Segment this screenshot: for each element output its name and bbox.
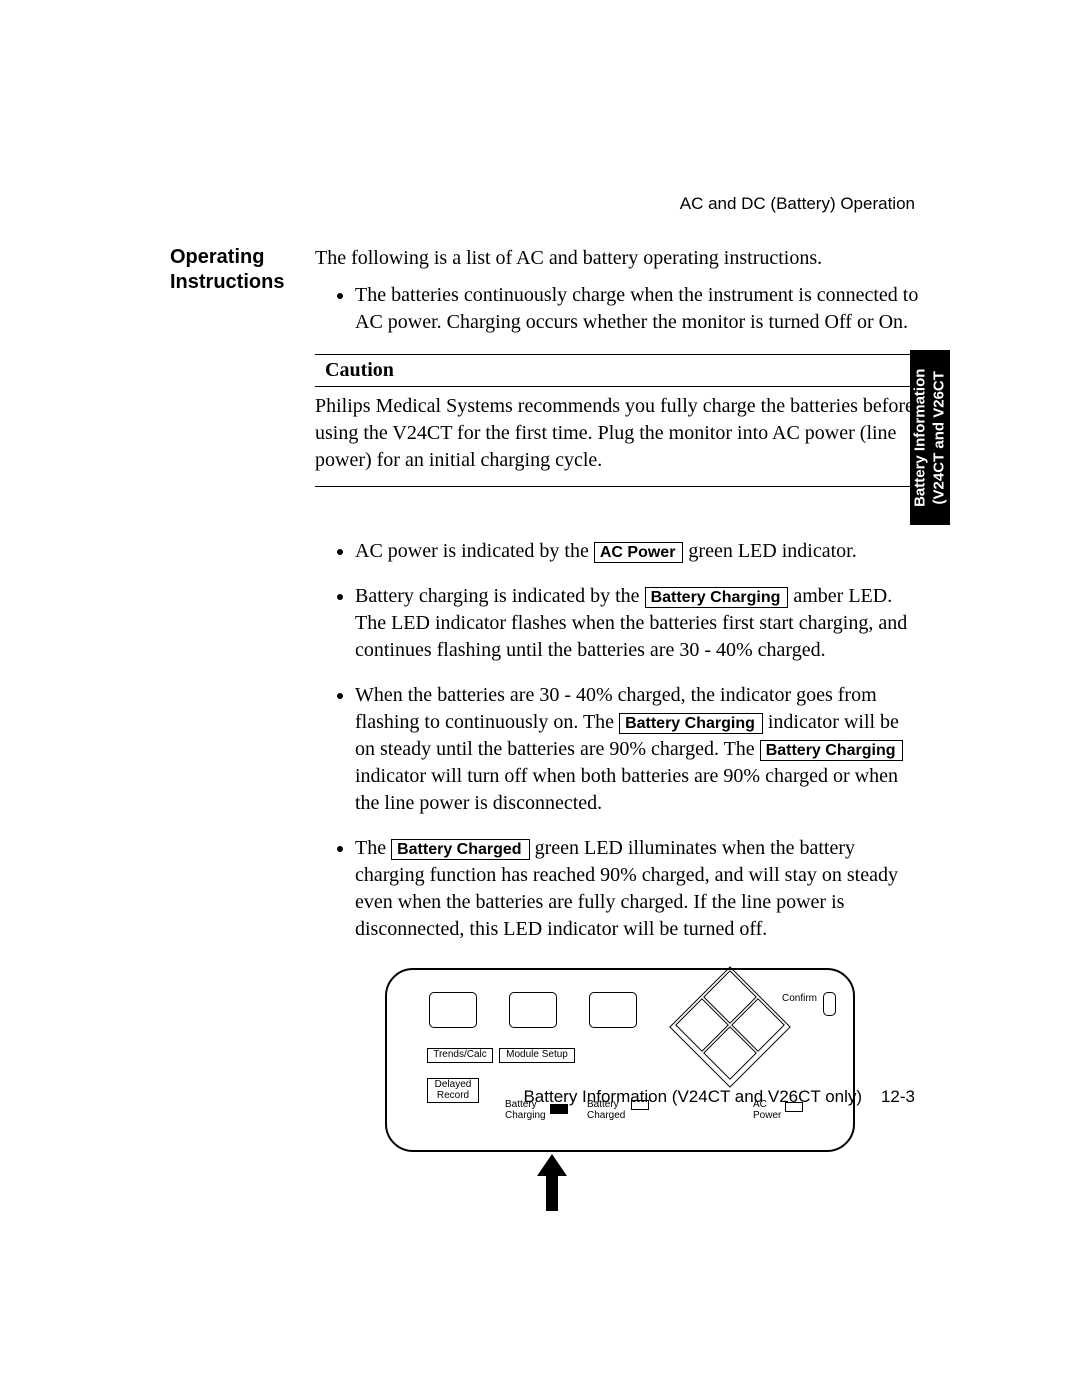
trends-calc-label: Trends/Calc	[427, 1048, 493, 1063]
bullet-item: When the batteries are 30 - 40% charged,…	[355, 682, 920, 817]
rule	[315, 386, 920, 387]
tab-line1: Battery Information	[911, 368, 928, 506]
text: Battery charging is indicated by the	[355, 585, 645, 607]
caution-body: Philips Medical Systems recommends you f…	[315, 393, 920, 474]
module-setup-label: Module Setup	[499, 1048, 575, 1063]
caution-label: Caution	[315, 355, 920, 386]
battery-charging-token: Battery Charging	[645, 587, 789, 608]
text: AC power is indicated by the	[355, 540, 594, 562]
ac-power-token: AC Power	[594, 542, 684, 563]
text: green LED indicator.	[688, 540, 856, 562]
bullet-item: AC power is indicated by the AC Power gr…	[355, 538, 920, 565]
text: The	[355, 837, 391, 859]
soft-button	[589, 992, 637, 1028]
intro-text: The following is a list of AC and batter…	[315, 245, 920, 272]
control-panel-diagram: Trends/Calc Module Setup Delayed Record …	[385, 968, 855, 1152]
bullet-item: The Battery Charged green LED illuminate…	[355, 835, 920, 943]
text: indicator will turn off when both batter…	[355, 765, 898, 814]
battery-charging-token: Battery Charging	[760, 740, 904, 761]
battery-charging-token: Battery Charging	[619, 713, 763, 734]
soft-button	[509, 992, 557, 1028]
caution-block: Caution Philips Medical Systems recommen…	[315, 354, 920, 487]
confirm-label: Confirm	[782, 994, 817, 1005]
footer-text: Battery Information (V24CT and V26CT onl…	[523, 1087, 862, 1106]
tab-line2: (V24CT and V26CT	[930, 371, 947, 504]
battery-charged-token: Battery Charged	[391, 839, 529, 860]
delayed-record-label: Delayed Record	[427, 1078, 479, 1103]
page-number: 12-3	[881, 1087, 915, 1106]
page-footer: Battery Information (V24CT and V26CT onl…	[523, 1087, 915, 1107]
soft-button	[429, 992, 477, 1028]
side-tab: Battery Information (V24CT and V26CT	[910, 350, 950, 525]
page: AC and DC (Battery) Operation Battery In…	[0, 0, 1080, 1397]
running-head: AC and DC (Battery) Operation	[680, 194, 915, 214]
section-heading: Operating Instructions	[170, 245, 315, 295]
confirm-button-icon	[823, 992, 836, 1016]
bullet-item: The batteries continuously charge when t…	[355, 282, 920, 336]
bullet-item: Battery charging is indicated by the Bat…	[355, 583, 920, 664]
